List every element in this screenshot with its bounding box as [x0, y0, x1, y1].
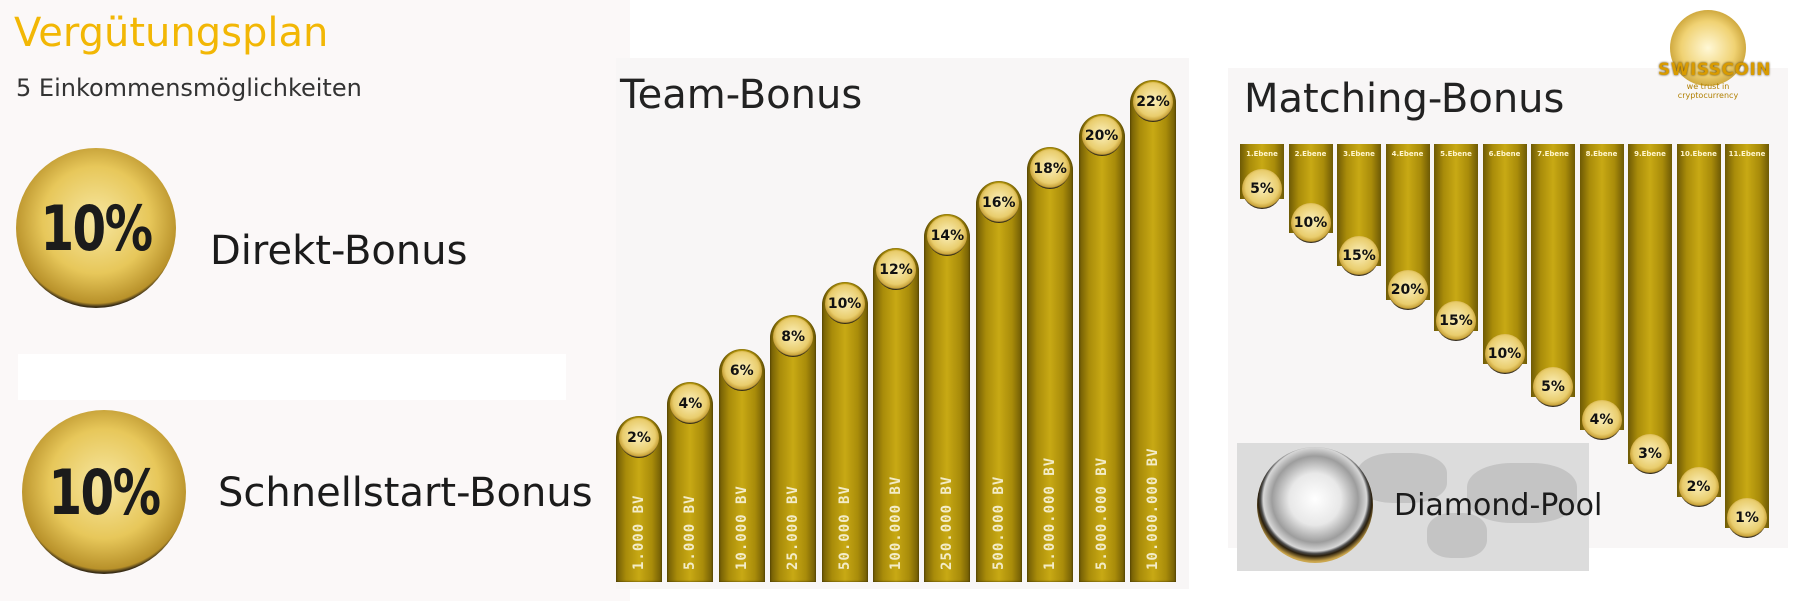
matching-bonus-value-label: 3% [1630, 434, 1670, 474]
logo-coin-icon [1670, 10, 1746, 86]
matching-bonus-column: 5.Ebene [1434, 144, 1478, 331]
team-bonus-bar: 5.000.000 BV [1078, 113, 1125, 582]
matching-bonus-level-label: 3.Ebene [1343, 150, 1375, 158]
direct-bonus-coin-text: 10% [40, 191, 153, 265]
matching-bonus-column: 11.Ebene [1725, 144, 1769, 528]
team-bonus-category-label: 5.000 BV [682, 494, 699, 570]
team-bonus-value-label: 10% [824, 283, 865, 324]
matching-bonus-value-label: 10% [1484, 334, 1525, 374]
matching-bonus-level-label: 11.Ebene [1728, 150, 1766, 158]
team-bonus-bar: 250.000 BV [924, 214, 971, 582]
swisscoin-logo: SWISSCOIN we trust in cryptocurrency [1658, 10, 1772, 100]
team-bonus-value-label: 16% [978, 182, 1019, 223]
team-bonus-bar: 500.000 BV [975, 180, 1022, 582]
team-bonus-category-label: 1.000 BV [631, 494, 647, 570]
team-bonus-category-label: 25.000 BV [785, 485, 802, 570]
team-bonus-bar: 25.000 BV [770, 315, 817, 582]
matching-bonus-column: 7.Ebene [1531, 144, 1575, 397]
team-bonus-value-label: 18% [1030, 149, 1071, 190]
matching-bonus-level-label: 4.Ebene [1391, 150, 1424, 158]
team-bonus-category-label: 1.000.000 BV [1042, 456, 1059, 570]
quickstart-bonus-coin-text: 10% [48, 455, 161, 529]
team-bonus-bar: 10.000.000 BV [1130, 80, 1176, 582]
matching-bonus-value-label: 4% [1581, 400, 1622, 440]
matching-bonus-level-label: 10.Ebene [1680, 150, 1717, 158]
team-bonus-value-label: 12% [876, 250, 916, 290]
matching-bonus-column: 10.Ebene [1676, 144, 1721, 497]
team-bonus-category-label: 50.000 BV [836, 485, 853, 570]
matching-bonus-title: Matching-Bonus [1244, 76, 1565, 122]
team-bonus-category-label: 10.000.000 BV [1145, 447, 1161, 570]
matching-bonus-column: 8.Ebene [1579, 144, 1624, 430]
matching-bonus-level-label: 5.Ebene [1440, 150, 1472, 158]
team-bonus-value-label: 8% [773, 317, 814, 358]
diamond-icon [1257, 447, 1373, 563]
team-bonus-value-label: 4% [670, 384, 711, 425]
team-bonus-value-label: 6% [721, 350, 762, 391]
divider-strip [18, 354, 566, 400]
direct-bonus-label: Direkt-Bonus [210, 228, 468, 274]
matching-bonus-value-label: 15% [1436, 301, 1476, 341]
logo-name: SWISSCOIN [1658, 60, 1772, 80]
team-bonus-category-label: 5.000.000 BV [1093, 456, 1110, 570]
team-bonus-value-label: 20% [1081, 115, 1122, 156]
diamond-pool-label: Diamond-Pool [1394, 488, 1603, 523]
quickstart-bonus-coin: 10% [22, 410, 186, 574]
matching-bonus-value-label: 2% [1678, 467, 1719, 507]
page-subtitle: 5 Einkommensmöglichkeiten [16, 74, 362, 102]
direct-bonus-coin: 10% [16, 148, 176, 308]
team-bonus-value-label: 14% [927, 216, 968, 257]
matching-bonus-value-label: 5% [1242, 169, 1282, 209]
team-bonus-category-label: 250.000 BV [939, 475, 956, 570]
quickstart-bonus-label: Schnellstart-Bonus [218, 470, 593, 516]
matching-bonus-level-label: 1.Ebene [1246, 150, 1278, 158]
matching-bonus-level-label: 6.Ebene [1488, 150, 1521, 158]
matching-bonus-level-label: 7.Ebene [1537, 150, 1569, 158]
team-bonus-bar: 100.000 BV [873, 248, 919, 582]
matching-bonus-value-label: 15% [1339, 236, 1379, 276]
matching-bonus-level-label: 9.Ebene [1634, 150, 1666, 158]
matching-bonus-value-label: 1% [1727, 498, 1767, 538]
logo-slogan: we trust in cryptocurrency [1677, 82, 1739, 100]
team-bonus-bar: 1.000.000 BV [1027, 147, 1074, 582]
matching-bonus-level-label: 8.Ebene [1585, 150, 1618, 158]
team-bonus-value-label: 2% [619, 418, 659, 458]
team-bonus-category-label: 10.000 BV [733, 485, 750, 570]
matching-bonus-value-label: 10% [1290, 203, 1331, 243]
matching-bonus-value-label: 20% [1387, 270, 1428, 310]
world-map-shape [1467, 463, 1577, 523]
team-bonus-category-label: 100.000 BV [888, 475, 904, 570]
team-bonus-title: Team-Bonus [620, 72, 863, 118]
matching-bonus-value-label: 5% [1533, 367, 1573, 407]
team-bonus-value-label: 22% [1133, 82, 1173, 122]
matching-bonus-level-label: 2.Ebene [1294, 150, 1327, 158]
matching-bonus-column: 9.Ebene [1628, 144, 1672, 464]
team-bonus-bar: 50.000 BV [821, 281, 868, 582]
page-title: Vergütungsplan [14, 10, 329, 56]
team-bonus-category-label: 500.000 BV [990, 475, 1007, 570]
world-map-shape [1427, 513, 1487, 558]
matching-bonus-column: 6.Ebene [1482, 144, 1527, 364]
